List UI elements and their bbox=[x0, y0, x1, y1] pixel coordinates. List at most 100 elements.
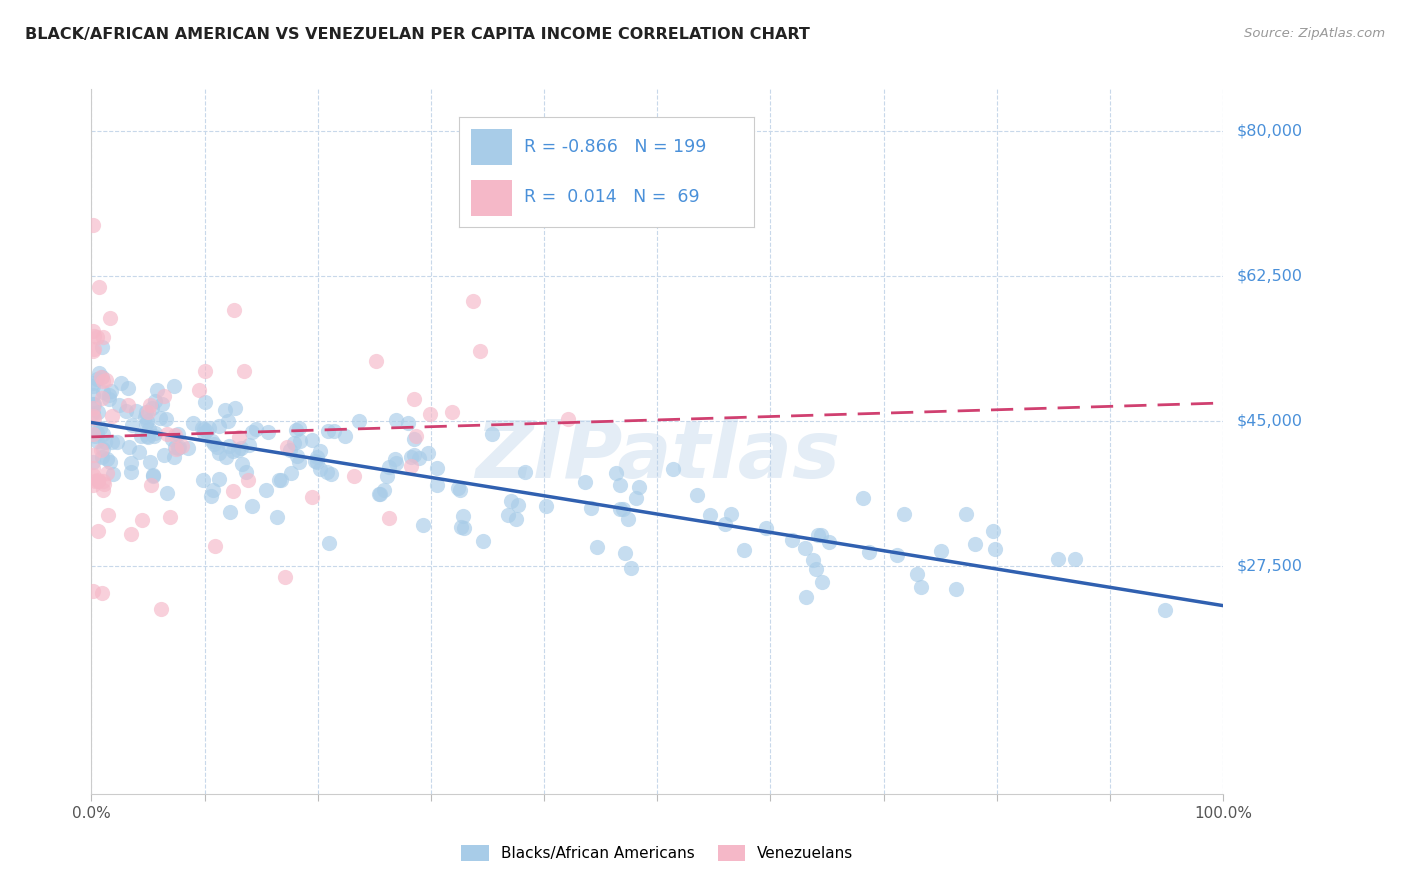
Point bbox=[128, 445, 150, 459]
Point bbox=[276, 440, 298, 454]
Point bbox=[283, 436, 305, 450]
Point bbox=[309, 462, 332, 476]
Point bbox=[316, 424, 339, 438]
Point bbox=[131, 429, 153, 443]
Point bbox=[385, 456, 408, 470]
Point bbox=[201, 434, 224, 448]
Point bbox=[233, 364, 256, 378]
Text: BLACK/AFRICAN AMERICAN VS VENEZUELAN PER CAPITA INCOME CORRELATION CHART: BLACK/AFRICAN AMERICAN VS VENEZUELAN PER… bbox=[25, 27, 810, 42]
Point bbox=[534, 500, 557, 514]
Point bbox=[626, 491, 648, 505]
Point bbox=[274, 570, 297, 584]
Point bbox=[405, 428, 427, 442]
Point bbox=[267, 473, 290, 487]
Point bbox=[217, 414, 239, 428]
Point bbox=[245, 422, 267, 436]
Point bbox=[235, 465, 257, 479]
Point bbox=[408, 450, 430, 465]
Point bbox=[108, 398, 131, 412]
Point bbox=[191, 473, 214, 487]
Point bbox=[91, 427, 114, 442]
Point bbox=[499, 494, 522, 508]
Point bbox=[162, 432, 184, 446]
Point bbox=[367, 487, 389, 501]
Point bbox=[205, 440, 228, 454]
Point bbox=[89, 421, 111, 435]
Point bbox=[155, 485, 177, 500]
Point bbox=[169, 440, 191, 454]
Point bbox=[579, 501, 602, 516]
Point bbox=[396, 416, 419, 430]
Point bbox=[135, 405, 157, 419]
Point bbox=[90, 370, 112, 384]
Point bbox=[818, 534, 841, 549]
Point bbox=[91, 340, 114, 354]
Point bbox=[453, 521, 475, 535]
Point bbox=[117, 381, 139, 395]
Point bbox=[86, 474, 108, 488]
Point bbox=[807, 527, 830, 541]
Point bbox=[91, 374, 114, 388]
Point bbox=[170, 439, 193, 453]
Point bbox=[628, 480, 651, 494]
Point bbox=[97, 392, 120, 407]
Point bbox=[981, 524, 1004, 539]
Point bbox=[557, 412, 579, 426]
Point bbox=[506, 498, 529, 512]
Point bbox=[254, 483, 277, 497]
Point bbox=[83, 429, 105, 443]
Point bbox=[120, 465, 142, 479]
Point bbox=[91, 450, 114, 464]
Point bbox=[202, 436, 225, 450]
Point bbox=[135, 417, 157, 431]
Point bbox=[945, 582, 967, 597]
Point bbox=[378, 511, 401, 525]
Point bbox=[385, 412, 408, 426]
Point bbox=[304, 454, 326, 468]
Point bbox=[82, 406, 104, 420]
Point bbox=[301, 433, 323, 447]
Point bbox=[87, 524, 110, 538]
Point bbox=[794, 541, 817, 556]
Point bbox=[188, 383, 211, 397]
Point bbox=[1046, 552, 1069, 566]
Point bbox=[208, 446, 231, 460]
Point bbox=[404, 392, 426, 407]
Point bbox=[136, 405, 159, 419]
Point bbox=[285, 424, 308, 438]
Point bbox=[91, 442, 114, 456]
Point bbox=[82, 467, 104, 482]
Point bbox=[82, 427, 104, 442]
Point bbox=[963, 537, 986, 551]
Point bbox=[93, 476, 115, 491]
Point bbox=[204, 539, 226, 553]
Point bbox=[806, 562, 828, 576]
Point bbox=[505, 512, 527, 526]
Point bbox=[98, 388, 121, 402]
Point bbox=[82, 583, 104, 598]
Point bbox=[301, 490, 323, 504]
Point bbox=[416, 446, 439, 460]
Point bbox=[609, 478, 631, 492]
Point bbox=[200, 489, 222, 503]
Point bbox=[121, 417, 143, 432]
Point bbox=[323, 424, 346, 438]
Point bbox=[101, 467, 124, 481]
Point bbox=[82, 343, 104, 358]
Point bbox=[136, 428, 159, 442]
Point bbox=[231, 441, 253, 455]
Point bbox=[240, 425, 263, 440]
Point bbox=[142, 468, 165, 483]
Point bbox=[139, 455, 162, 469]
Point bbox=[86, 474, 108, 488]
Point bbox=[194, 364, 217, 378]
Point bbox=[316, 465, 339, 479]
Point bbox=[515, 466, 537, 480]
Point bbox=[193, 422, 215, 436]
Point bbox=[91, 586, 114, 600]
Point bbox=[87, 366, 110, 380]
Point bbox=[86, 425, 108, 440]
Point bbox=[191, 421, 214, 435]
Point bbox=[138, 422, 160, 436]
Point bbox=[447, 481, 470, 495]
